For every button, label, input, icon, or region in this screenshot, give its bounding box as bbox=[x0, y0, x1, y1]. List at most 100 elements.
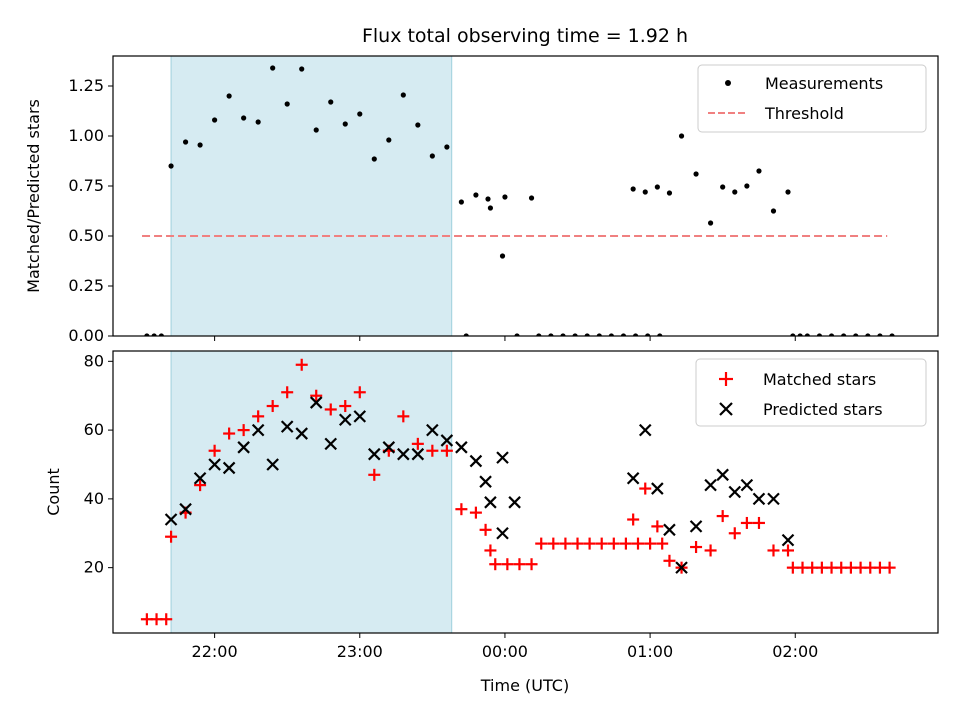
measurement-point bbox=[158, 333, 164, 336]
measurement-point bbox=[584, 333, 590, 336]
predicted-stars-point bbox=[179, 502, 192, 516]
matched-stars-point bbox=[627, 513, 640, 526]
y-tick-label: 60 bbox=[84, 420, 104, 439]
predicted-stars-point bbox=[368, 447, 381, 461]
measurement-point bbox=[797, 333, 803, 336]
matched-stars-point bbox=[547, 537, 560, 550]
predicted-stars-point bbox=[251, 423, 265, 437]
measurement-point bbox=[313, 127, 319, 133]
predicted-stars-point bbox=[704, 478, 717, 492]
predicted-stars-point bbox=[689, 520, 703, 533]
axes-frame bbox=[112, 55, 939, 337]
predicted-stars-point bbox=[663, 523, 676, 537]
measurement-point bbox=[151, 333, 157, 336]
matched-stars-point bbox=[728, 527, 741, 540]
measurement-point bbox=[865, 333, 871, 336]
matched-stars-point bbox=[194, 479, 207, 492]
predicted-stars-point bbox=[411, 447, 425, 461]
measurement-point bbox=[168, 163, 174, 169]
measurement-point bbox=[678, 133, 685, 139]
y-tick-label: 80 bbox=[84, 351, 104, 370]
measurement-point bbox=[528, 195, 535, 201]
top-panel: Flux total observing time = 1.92 h Match… bbox=[24, 25, 939, 345]
matched-stars-point bbox=[782, 544, 794, 557]
predicted-stars-point bbox=[309, 396, 323, 409]
matched-stars-point bbox=[559, 537, 572, 550]
measurement-point bbox=[514, 333, 520, 336]
measurement-point bbox=[270, 65, 276, 71]
predicted-stars-point bbox=[479, 475, 492, 488]
predicted-stars-point bbox=[716, 468, 729, 482]
matched-stars-point bbox=[513, 558, 526, 571]
x-axis-label: Time (UTC) bbox=[480, 676, 569, 695]
matched-stars-point bbox=[752, 516, 765, 529]
measurement-point bbox=[790, 333, 796, 336]
predicted-stars-point bbox=[382, 441, 396, 454]
measurement-point bbox=[642, 189, 648, 195]
predicted-stars-point bbox=[469, 454, 483, 468]
measurement-point bbox=[666, 190, 673, 196]
matched-stars-point bbox=[295, 358, 308, 371]
matched-stars-point bbox=[690, 541, 703, 554]
predicted-stars-point bbox=[208, 458, 221, 471]
predicted-stars-point bbox=[484, 496, 497, 509]
predicted-stars-point bbox=[496, 526, 509, 540]
predicted-stars-point bbox=[266, 458, 279, 471]
measurement-point bbox=[144, 333, 150, 336]
measurement-point bbox=[342, 121, 348, 127]
measurement-point bbox=[804, 333, 810, 336]
measurement-point bbox=[654, 184, 660, 190]
measurement-point bbox=[473, 192, 479, 198]
matched-stars-point bbox=[237, 424, 250, 437]
matched-stars-point bbox=[479, 523, 492, 536]
predicted-stars-point bbox=[440, 434, 454, 447]
matched-stars-point bbox=[484, 544, 497, 557]
matched-stars-point bbox=[583, 537, 596, 550]
y-tick-label: 1.25 bbox=[68, 76, 104, 95]
measurement-point bbox=[429, 153, 435, 159]
observing-window-shading bbox=[170, 350, 453, 634]
matched-stars-point bbox=[535, 537, 548, 550]
matched-stars-point bbox=[716, 510, 729, 523]
predicted-stars-point bbox=[237, 441, 250, 454]
predicted-stars-point bbox=[338, 413, 352, 427]
measurement-point bbox=[357, 111, 363, 117]
measurement-point bbox=[299, 66, 305, 72]
predicted-stars-point bbox=[455, 441, 468, 454]
top-y-axis-label: Matched/Predicted stars bbox=[24, 99, 43, 293]
matched-stars-point bbox=[368, 468, 381, 481]
y-tick-label: 0.00 bbox=[68, 326, 104, 345]
measurement-point bbox=[877, 333, 883, 336]
predicted-stars-point bbox=[324, 437, 338, 451]
bottom-legend-box bbox=[695, 358, 927, 427]
measurement-point bbox=[596, 333, 602, 336]
predicted-stars-point bbox=[728, 485, 742, 499]
top-legend-box bbox=[697, 64, 927, 133]
measurement-point bbox=[707, 220, 714, 226]
measurement-point bbox=[415, 122, 421, 128]
legend-label-threshold: Threshold bbox=[764, 104, 844, 123]
predicted-stars-point bbox=[193, 471, 207, 485]
legend-marker-matched bbox=[719, 372, 733, 386]
observing-window-shading bbox=[170, 55, 453, 337]
predicted-stars-point bbox=[496, 451, 509, 464]
x-tick-label: 01:00 bbox=[627, 642, 673, 661]
matched-stars-point bbox=[411, 437, 424, 450]
measurement-point bbox=[693, 171, 699, 177]
measurement-point bbox=[400, 92, 406, 98]
matched-stars-point bbox=[595, 537, 608, 550]
measurement-point bbox=[853, 333, 859, 336]
bottom-y-axis-label: Count bbox=[44, 468, 63, 516]
measurement-point bbox=[645, 333, 651, 336]
matched-stars-point bbox=[324, 403, 337, 416]
matched-stars-point bbox=[223, 427, 236, 440]
matched-stars-point bbox=[501, 558, 514, 571]
measurement-point bbox=[197, 142, 203, 148]
measurement-point bbox=[620, 333, 627, 336]
legend-label-matched: Matched stars bbox=[763, 370, 876, 389]
measurement-point bbox=[485, 196, 491, 202]
matched-stars-point bbox=[160, 613, 173, 626]
measurement-point bbox=[785, 189, 791, 195]
measurement-point bbox=[828, 333, 835, 336]
measurement-point bbox=[241, 115, 247, 121]
